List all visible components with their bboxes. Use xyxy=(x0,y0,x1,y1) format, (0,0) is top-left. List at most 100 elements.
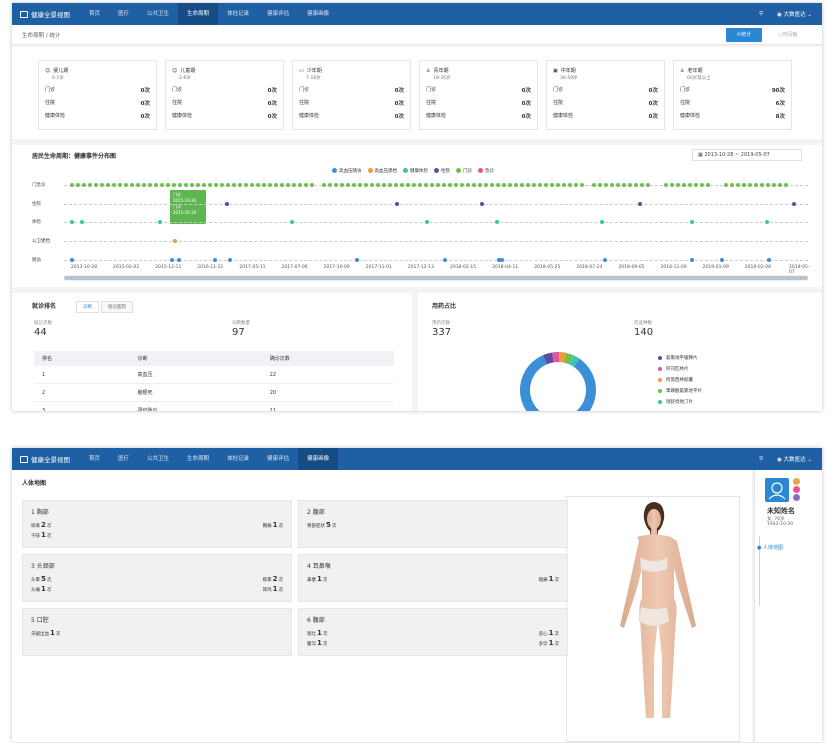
timeline-event-dot[interactable] xyxy=(532,183,536,187)
timeline-event-dot[interactable] xyxy=(580,183,584,187)
timeline-event-dot[interactable] xyxy=(724,183,728,187)
timeline-event-dot[interactable] xyxy=(94,183,98,187)
timeline-event-dot[interactable] xyxy=(454,183,458,187)
tab-hospital[interactable]: 就诊医院 xyxy=(101,301,133,313)
timeline-event-dot[interactable] xyxy=(690,220,694,224)
timeline-event-dot[interactable] xyxy=(228,258,232,262)
timeline-event-dot[interactable] xyxy=(460,183,464,187)
timeline-event-dot[interactable] xyxy=(478,183,482,187)
timeline-scrollbar[interactable] xyxy=(64,275,808,281)
timeline-event-dot[interactable] xyxy=(676,183,680,187)
body-region-card[interactable]: 4 耳鼻喉 鼻塞1次 咽痛1次 xyxy=(298,554,568,602)
timeline-event-dot[interactable] xyxy=(334,183,338,187)
nav-assessment-2[interactable]: 健康评估 xyxy=(267,456,290,462)
timeline-event-dot[interactable] xyxy=(202,183,206,187)
timeline-event-dot[interactable] xyxy=(225,202,229,206)
timeline-event-dot[interactable] xyxy=(226,183,230,187)
nav-home[interactable]: 首页 xyxy=(89,11,101,17)
timeline-event-dot[interactable] xyxy=(290,220,294,224)
anchor-body-map[interactable]: ● 人体地图 xyxy=(757,545,783,551)
nav-home-2[interactable]: 首页 xyxy=(89,456,101,462)
timeline-event-dot[interactable] xyxy=(784,183,788,187)
timeline-event-dot[interactable] xyxy=(112,183,116,187)
timeline-event-dot[interactable] xyxy=(496,183,500,187)
nav-medical[interactable]: 医疗 xyxy=(118,11,130,17)
timeline-event-dot[interactable] xyxy=(80,220,84,224)
drug-legend-item[interactable]: 苯磺酸氨氯地平片 xyxy=(658,386,702,397)
timeline-event-dot[interactable] xyxy=(322,183,326,187)
timeline-event-dot[interactable] xyxy=(526,183,530,187)
timeline-event-dot[interactable] xyxy=(690,258,694,262)
timeline-event-dot[interactable] xyxy=(70,220,74,224)
age-group-card[interactable]: ☺ 儿童期 2-6岁 门诊 0次 住院 0次 健康体检 0次 xyxy=(165,60,284,130)
timeline-event-dot[interactable] xyxy=(490,183,494,187)
timeline-event-dot[interactable] xyxy=(213,258,217,262)
table-row[interactable]: 1 高血压 22 xyxy=(34,366,394,384)
timeline-event-dot[interactable] xyxy=(82,183,86,187)
timeline-event-dot[interactable] xyxy=(792,202,796,206)
timeline-event-dot[interactable] xyxy=(292,183,296,187)
timeline-event-dot[interactable] xyxy=(406,183,410,187)
timeline-event-dot[interactable] xyxy=(310,183,314,187)
search-icon[interactable]: ⚲ xyxy=(759,456,764,462)
timeline-event-dot[interactable] xyxy=(670,183,674,187)
legend-item[interactable]: 门诊 xyxy=(456,168,472,174)
timeline-event-dot[interactable] xyxy=(177,258,181,262)
timeline-event-dot[interactable] xyxy=(136,183,140,187)
body-region-card[interactable]: 2 腹部 胃部症状5次 xyxy=(298,500,568,548)
timeline-event-dot[interactable] xyxy=(694,183,698,187)
timeline-event-dot[interactable] xyxy=(400,183,404,187)
timeline-event-dot[interactable] xyxy=(508,183,512,187)
timeline-event-dot[interactable] xyxy=(472,183,476,187)
timeline-event-dot[interactable] xyxy=(538,183,542,187)
timeline-event-dot[interactable] xyxy=(598,183,602,187)
app-brand-2[interactable]: 健康全景视图 xyxy=(20,454,70,464)
table-row[interactable]: 2 脑梗死 20 xyxy=(34,383,394,402)
donut-slice[interactable] xyxy=(564,352,574,365)
timeline-event-dot[interactable] xyxy=(208,183,212,187)
timeline-event-dot[interactable] xyxy=(514,183,518,187)
timeline-event-dot[interactable] xyxy=(340,183,344,187)
timeline-event-dot[interactable] xyxy=(158,220,162,224)
timeline-event-dot[interactable] xyxy=(610,183,614,187)
timeline-event-dot[interactable] xyxy=(544,183,548,187)
timeline-event-dot[interactable] xyxy=(196,183,200,187)
timeline-event-dot[interactable] xyxy=(220,183,224,187)
timeline-event-dot[interactable] xyxy=(184,183,188,187)
timeline-event-dot[interactable] xyxy=(418,183,422,187)
timeline-event-dot[interactable] xyxy=(754,183,758,187)
donut-slice[interactable] xyxy=(552,352,560,363)
search-icon[interactable]: ⚲ xyxy=(759,11,764,17)
timeline-event-dot[interactable] xyxy=(638,202,642,206)
timeline-event-dot[interactable] xyxy=(424,183,428,187)
timeline-event-dot[interactable] xyxy=(376,183,380,187)
age-group-card[interactable]: ▭ 少年期 7-18岁 门诊 0次 住院 0次 健康体检 0次 xyxy=(292,60,411,130)
timeline-event-dot[interactable] xyxy=(394,183,398,187)
table-row[interactable]: 3 颈动脉炎 11 xyxy=(34,401,394,411)
nav-checkup[interactable]: 体检记录 xyxy=(227,11,250,17)
timeline-event-dot[interactable] xyxy=(664,183,668,187)
human-body-figure[interactable] xyxy=(566,496,740,742)
donut-slice[interactable] xyxy=(558,352,567,363)
timeline-event-dot[interactable] xyxy=(118,183,122,187)
timeline-event-dot[interactable] xyxy=(244,183,248,187)
timeline-event-dot[interactable] xyxy=(556,183,560,187)
timeline-event-dot[interactable] xyxy=(358,183,362,187)
nav-checkup-2[interactable]: 体检记录 xyxy=(227,456,250,462)
timeline-event-dot[interactable] xyxy=(720,258,724,262)
timeline-event-dot[interactable] xyxy=(304,183,308,187)
timeline-event-dot[interactable] xyxy=(640,183,644,187)
age-group-card[interactable]: ▣ 中年期 36-59岁 门诊 0次 住院 0次 健康体检 0次 xyxy=(546,60,665,130)
timeline-event-dot[interactable] xyxy=(250,183,254,187)
timeline-event-dot[interactable] xyxy=(646,183,650,187)
timeline-event-dot[interactable] xyxy=(772,183,776,187)
timeline-event-dot[interactable] xyxy=(495,220,499,224)
body-region-card[interactable]: 5 口腔 牙龈出血1次 xyxy=(22,608,292,656)
timeline-event-dot[interactable] xyxy=(500,258,504,262)
timeline-event-dot[interactable] xyxy=(190,183,194,187)
timeline-event-dot[interactable] xyxy=(124,183,128,187)
timeline-event-dot[interactable] xyxy=(600,220,604,224)
body-region-card[interactable]: 6 腹部 呕吐1次 恶心1次 腹泻1次 多饮1次 xyxy=(298,608,568,656)
timeline-event-dot[interactable] xyxy=(425,220,429,224)
nav-assessment[interactable]: 健康评估 xyxy=(267,11,290,17)
